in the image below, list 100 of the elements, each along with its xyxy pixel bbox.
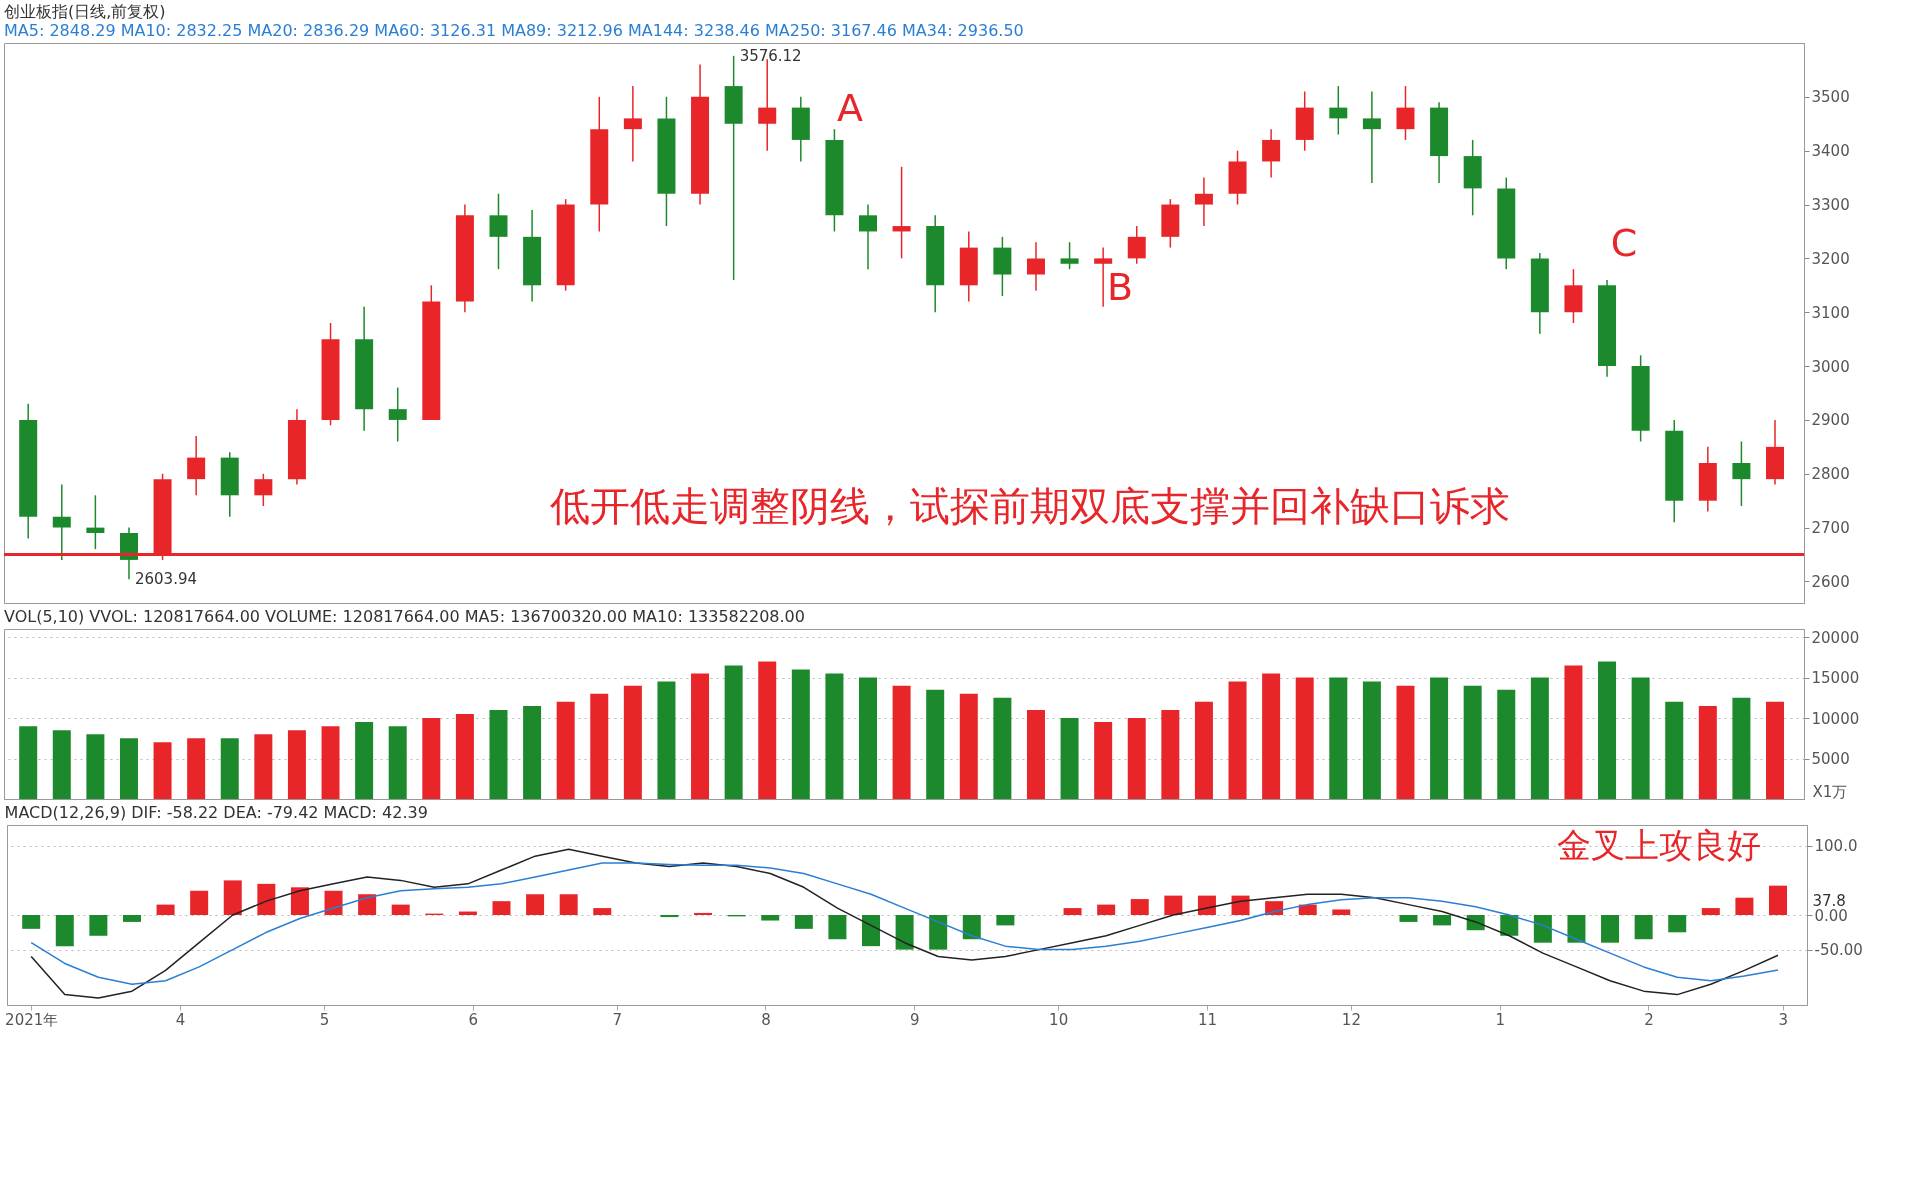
bar [1130, 899, 1149, 915]
bar [895, 915, 914, 950]
bar [1329, 677, 1348, 799]
y-tick-label: 2800 [1811, 465, 1850, 484]
y-tick-label: 3400 [1811, 142, 1850, 161]
bar [862, 915, 881, 947]
y-tick-label: 2600 [1811, 572, 1850, 591]
x-tick-label: 6 [468, 1010, 478, 1029]
bar [691, 673, 710, 799]
bar [1262, 673, 1281, 799]
candlestick [1396, 85, 1415, 141]
annotation: B [1106, 265, 1134, 310]
bar [187, 738, 206, 799]
bar [1194, 701, 1213, 799]
bar [758, 661, 777, 799]
bar [391, 904, 410, 915]
bar [1362, 681, 1381, 799]
bar [1598, 661, 1617, 799]
bar [422, 718, 441, 799]
annotation: A [837, 86, 863, 131]
bar [791, 669, 810, 799]
bar [86, 734, 105, 799]
bar [254, 734, 273, 799]
bar [993, 697, 1012, 799]
y-tick-label: 3000 [1811, 357, 1850, 376]
bar [1228, 681, 1247, 799]
bar [156, 904, 175, 915]
candlestick [52, 483, 71, 561]
bar [1164, 895, 1183, 915]
y-tick-label: 2900 [1811, 411, 1850, 430]
x-tick-label: 4 [175, 1010, 186, 1029]
bar [523, 705, 542, 799]
bar [321, 726, 340, 799]
y-tick-label: 3500 [1811, 88, 1850, 107]
y-tick-label: 5000 [1811, 750, 1850, 769]
candlestick [489, 193, 508, 270]
bar [828, 915, 847, 940]
candlestick [623, 85, 642, 163]
chart-subtitle: MA5: 2848.29 MA10: 2832.25 MA20: 2836.29 MA60: 3126.31 MA89: 3212.96 MA144: 3238.46 MA250: 3167.46 MA34: 2936.50 [4, 21, 1024, 40]
candlestick [892, 166, 911, 260]
candlestick [1194, 176, 1213, 227]
bar [1060, 718, 1079, 799]
bar [996, 915, 1015, 926]
bar [1564, 665, 1583, 799]
bar [220, 738, 239, 799]
bar [190, 890, 209, 915]
y-axis-title: X1万 [1812, 782, 1848, 801]
bar [590, 693, 609, 799]
bar [1634, 915, 1653, 940]
bar [1668, 915, 1687, 933]
y-tick-label: 3300 [1811, 196, 1850, 215]
bar [1665, 701, 1684, 799]
candlestick [86, 494, 105, 550]
x-tick-label: 12 [1341, 1010, 1361, 1029]
chart-title: VOL(5,10) VVOL: 120817664.00 VOLUME: 120817664.00 MA5: 136700320.00 MA10: 133582208.00 [4, 607, 805, 626]
bar [1026, 709, 1045, 799]
bar [1231, 895, 1250, 915]
bar [1430, 677, 1449, 799]
line-series [30, 862, 1779, 985]
bar [859, 677, 878, 799]
bar [794, 915, 813, 929]
candlestick [388, 386, 407, 443]
bar [526, 894, 545, 915]
bar [119, 738, 138, 799]
bar [1063, 908, 1082, 915]
bar [1698, 705, 1717, 799]
bar [1295, 677, 1314, 799]
bar [1396, 685, 1415, 799]
bar [1500, 915, 1519, 936]
bar [623, 685, 642, 799]
bar [492, 901, 511, 915]
bar [223, 880, 242, 915]
y-tick-label: 100.0 [1814, 837, 1858, 856]
y-tick-label: 3200 [1811, 249, 1850, 268]
bar [724, 665, 743, 799]
bar [257, 883, 276, 915]
x-tick-label: 3 [1778, 1010, 1789, 1029]
y-tick-label: 15000 [1811, 669, 1860, 688]
candlestick [1127, 225, 1146, 265]
bar [929, 915, 948, 950]
bar [1735, 897, 1754, 915]
bar [1433, 915, 1452, 926]
bar [1463, 685, 1482, 799]
bar [1298, 904, 1317, 915]
bar [290, 887, 309, 915]
bar [959, 693, 978, 799]
candlestick [254, 473, 273, 507]
y-tick-label: 3100 [1811, 303, 1850, 322]
bar [1399, 915, 1418, 922]
bar [1094, 722, 1113, 799]
bar [153, 742, 172, 799]
bar [89, 915, 108, 936]
bar [489, 709, 508, 799]
bar [55, 915, 74, 947]
bar [1766, 701, 1785, 799]
chart-title: 创业板指(日线,前复权) [4, 2, 166, 21]
bar [1161, 709, 1180, 799]
bar [1732, 697, 1751, 799]
bar [287, 730, 306, 799]
bar [1097, 904, 1116, 915]
